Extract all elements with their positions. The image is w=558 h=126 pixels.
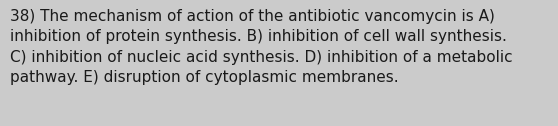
Text: 38) The mechanism of action of the antibiotic vancomycin is A)
inhibition of pro: 38) The mechanism of action of the antib…: [10, 9, 513, 85]
